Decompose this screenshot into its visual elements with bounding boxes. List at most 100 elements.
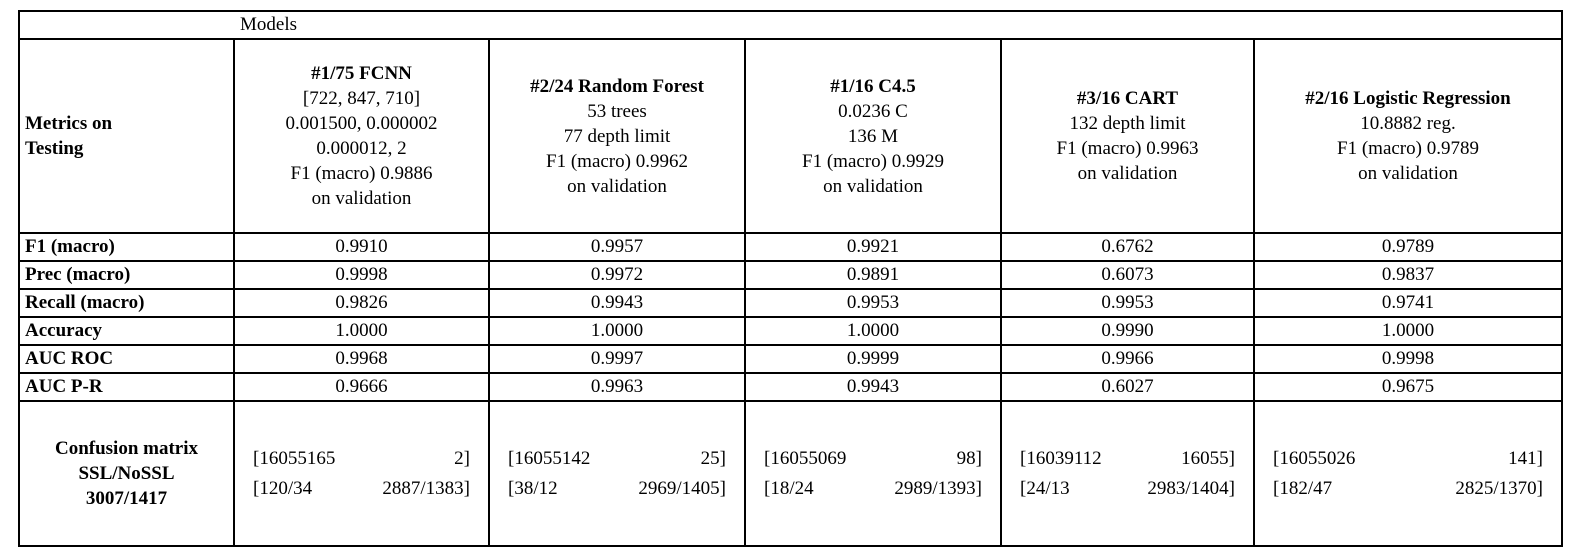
confusion-value: 2825/1370]	[1455, 477, 1543, 499]
confusion-matrix-line: [182/47 2825/1370]	[1273, 474, 1543, 504]
confusion-matrix-line: [16055069 98]	[764, 444, 982, 474]
model-title: #2/16 Logistic Regression	[1305, 88, 1511, 109]
metric-row-auc-roc: AUC ROC 0.9968 0.9997 0.9999 0.9966 0.99…	[18, 344, 1563, 374]
metric-value: 1.0000	[1253, 316, 1563, 346]
metric-value: 0.9921	[744, 232, 1002, 262]
model-detail: 0.001500, 0.000002	[285, 113, 438, 134]
metric-value: 0.9998	[233, 260, 490, 290]
metric-value: 0.9953	[1000, 288, 1255, 318]
metric-value: 0.9953	[744, 288, 1002, 318]
model-detail: F1 (macro) 0.9789	[1337, 138, 1479, 159]
model-header-fcnn: #1/75 FCNN [722, 847, 710] 0.001500, 0.0…	[233, 38, 490, 234]
model-title: #3/16 CART	[1076, 88, 1179, 109]
model-title: #1/75 FCNN	[311, 63, 412, 84]
model-detail: [722, 847, 710]	[302, 88, 421, 109]
metric-row-recall-macro: Recall (macro) 0.9826 0.9943 0.9953 0.99…	[18, 288, 1563, 318]
models-header-row: Models	[18, 10, 1563, 40]
confusion-value: [16055142	[508, 447, 591, 469]
metric-value: 1.0000	[233, 316, 490, 346]
metric-label: F1 (macro)	[18, 232, 235, 262]
model-detail: 53 trees	[587, 100, 647, 122]
confusion-value: 141]	[1508, 447, 1543, 469]
confusion-matrix-line: [18/24 2989/1393]	[764, 474, 982, 504]
metric-value: 0.9943	[744, 372, 1002, 402]
metric-value: 0.6027	[1000, 372, 1255, 402]
confusion-value: 2989/1393]	[894, 477, 982, 499]
confusion-value: 2983/1404]	[1147, 477, 1235, 499]
model-header-logistic-regression: #2/16 Logistic Regression 10.8882 reg. F…	[1253, 38, 1563, 234]
confusion-label-line-3: 3007/1417	[85, 488, 168, 509]
confusion-matrix-logistic-regression: [16055026 141] [182/47 2825/1370]	[1253, 400, 1563, 547]
confusion-matrix-line: [16055026 141]	[1273, 444, 1543, 474]
metric-value: 1.0000	[744, 316, 1002, 346]
model-title: #1/16 C4.5	[830, 75, 916, 97]
model-detail: F1 (macro) 0.9962	[546, 150, 688, 172]
model-detail: 10.8882 reg.	[1360, 113, 1456, 134]
metric-row-auc-pr: AUC P-R 0.9666 0.9963 0.9943 0.6027 0.96…	[18, 372, 1563, 402]
confusion-label-cell: Confusion matrix SSL/NoSSL 3007/1417	[18, 400, 235, 547]
model-detail: on validation	[1077, 163, 1178, 184]
corner-header-cell: Metrics on Testing	[18, 38, 235, 234]
metric-value: 1.0000	[488, 316, 746, 346]
confusion-value: [24/13	[1020, 477, 1070, 499]
model-detail: 77 depth limit	[563, 125, 671, 147]
metric-value: 0.9968	[233, 344, 490, 374]
confusion-value: [16055069	[764, 447, 847, 469]
metric-value: 0.9789	[1253, 232, 1563, 262]
model-title: #2/24 Random Forest	[530, 75, 704, 97]
metric-value: 0.9999	[744, 344, 1002, 374]
model-detail: F1 (macro) 0.9929	[802, 150, 944, 172]
confusion-label-line-2: SSL/NoSSL	[78, 463, 175, 484]
metric-value: 0.9826	[233, 288, 490, 318]
confusion-matrix-line: [24/13 2983/1404]	[1020, 474, 1235, 504]
confusion-matrix-random-forest: [16055142 25] [38/12 2969/1405]	[488, 400, 746, 547]
confusion-value: 2887/1383]	[382, 477, 470, 499]
model-detail: on validation	[823, 175, 923, 197]
confusion-matrix-line: [16039112 16055]	[1020, 444, 1235, 474]
metric-value: 0.9666	[233, 372, 490, 402]
model-detail: on validation	[1358, 163, 1458, 184]
confusion-matrix-line: [16055165 2]	[253, 444, 470, 474]
confusion-matrix-fcnn: [16055165 2] [120/34 2887/1383]	[233, 400, 490, 547]
confusion-value: [18/24	[764, 477, 814, 499]
models-header-label: Models	[240, 14, 297, 35]
metric-value: 0.9998	[1253, 344, 1563, 374]
confusion-value: [120/34	[253, 477, 313, 499]
confusion-matrix-line: [16055142 25]	[508, 444, 726, 474]
metric-label: Recall (macro)	[18, 288, 235, 318]
model-header-cart: #3/16 CART 132 depth limit F1 (macro) 0.…	[1000, 38, 1255, 234]
confusion-value: 16055]	[1181, 447, 1235, 469]
confusion-value: [16055165	[253, 447, 336, 469]
model-detail: 136 M	[847, 125, 899, 147]
metric-label: Prec (macro)	[18, 260, 235, 290]
confusion-matrix-cart: [16039112 16055] [24/13 2983/1404]	[1000, 400, 1255, 547]
metric-value: 0.9972	[488, 260, 746, 290]
metric-label: AUC P-R	[18, 372, 235, 402]
metric-row-f1-macro: F1 (macro) 0.9910 0.9957 0.9921 0.6762 0…	[18, 232, 1563, 262]
metric-label: Accuracy	[18, 316, 235, 346]
corner-header-line-2: Testing	[25, 138, 84, 159]
confusion-value: 25]	[700, 447, 726, 469]
metric-value: 0.9997	[488, 344, 746, 374]
model-header-c45: #1/16 C4.5 0.0236 C 136 M F1 (macro) 0.9…	[744, 38, 1002, 234]
metric-label: AUC ROC	[18, 344, 235, 374]
model-detail: on validation	[567, 175, 667, 197]
model-detail: 0.0236 C	[838, 100, 908, 122]
metric-value: 0.9741	[1253, 288, 1563, 318]
column-headers-row: Metrics on Testing #1/75 FCNN [722, 847,…	[18, 38, 1563, 234]
metric-value: 0.9837	[1253, 260, 1563, 290]
model-detail: 0.000012, 2	[316, 138, 407, 159]
models-header-cell: Models	[18, 10, 1563, 40]
model-detail: on validation	[311, 188, 412, 209]
model-detail: F1 (macro) 0.9886	[290, 163, 433, 184]
metric-value: 0.9943	[488, 288, 746, 318]
model-detail: F1 (macro) 0.9963	[1056, 138, 1199, 159]
confusion-value: [16055026	[1273, 447, 1356, 469]
metric-value: 0.9963	[488, 372, 746, 402]
metric-value: 0.9910	[233, 232, 490, 262]
confusion-value: [16039112	[1020, 447, 1102, 469]
metric-value: 0.9891	[744, 260, 1002, 290]
confusion-value: 98]	[956, 447, 982, 469]
corner-header-line-1: Metrics on	[25, 113, 113, 134]
